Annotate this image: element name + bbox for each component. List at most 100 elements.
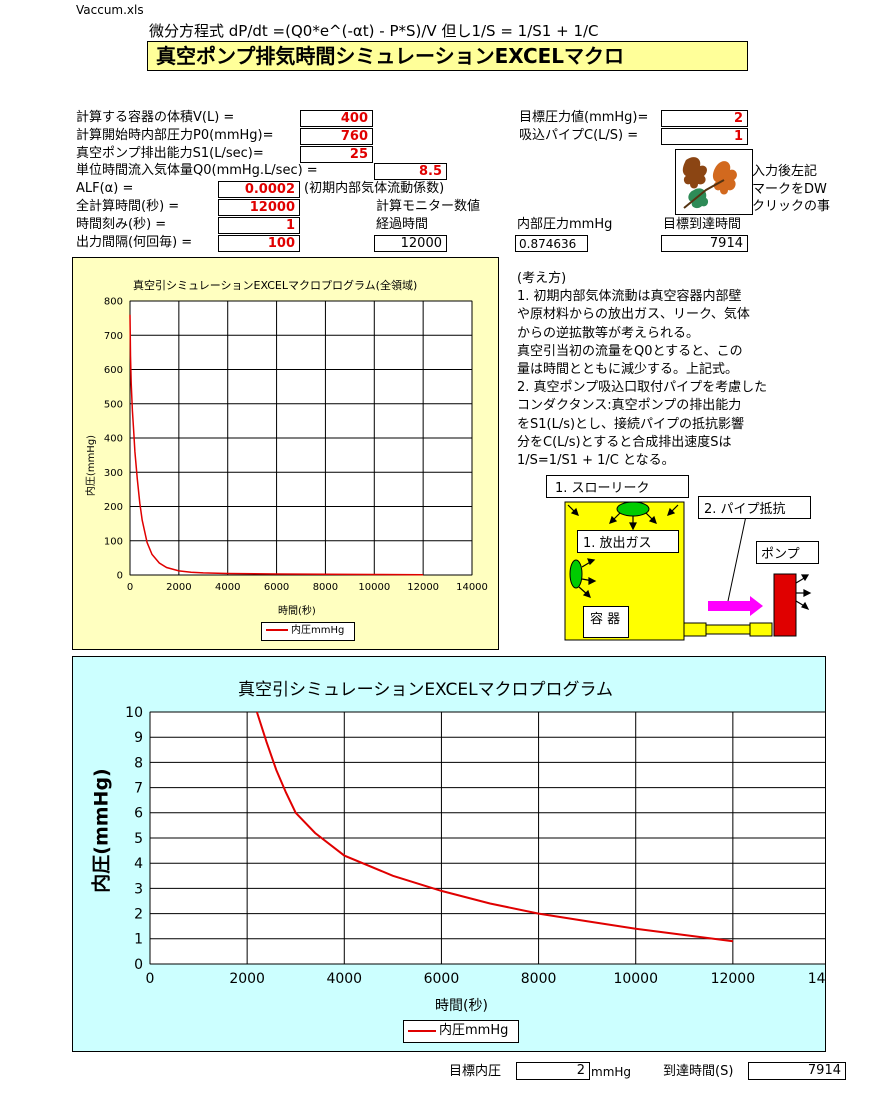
chart1-title: 真空引シミュレーションEXCELマクロプログラム(全領域)	[133, 279, 418, 292]
chart2-xlabel: 時間(秒)	[435, 998, 488, 1014]
diagram-pump-label: ポンプ	[756, 541, 819, 564]
notes-line: 2. 真空ポンプ吸込口取付パイプを考慮した	[517, 380, 768, 396]
footer-time-value: 7914	[748, 1062, 846, 1080]
chart2-y-tick-label: 10	[125, 705, 143, 721]
diagram-pipe-resistance-label: 2. パイプ抵抗	[698, 496, 811, 519]
chart1-y-tick-label: 700	[104, 331, 123, 342]
notes-line: や原材料からの放出ガス、リーク、気体	[517, 307, 750, 323]
param-label-pump-speed: 真空ポンプ排出能力S1(L/sec)=	[76, 146, 264, 161]
param-input-total-time[interactable]: 12000	[218, 199, 300, 216]
chart1-xlabel: 時間(秒)	[278, 606, 316, 617]
notes-line: からの逆拡散等が考えられる。	[517, 325, 700, 341]
chart2-x-tick-label: 0	[146, 971, 155, 987]
monitor-heading: 計算モニター数値	[376, 199, 481, 214]
param-label-initial-pressure: 計算開始時内部圧力P0(mmHg)=	[76, 128, 274, 143]
param-input-inflow[interactable]: 8.5	[374, 163, 447, 180]
chart-full-range-svg: 0 2000 4000 6000 8000 10000 12000 14000 0 100 200 3…	[104, 297, 488, 594]
notes-line: コンダクタンス:真空ポンプの排出能力	[517, 398, 742, 414]
param-label-volume: 計算する容器の体積V(L) =	[76, 110, 235, 125]
chart2-x-tick-label: 8000	[521, 971, 557, 987]
chart2-x-tick-label: 10000	[613, 971, 658, 987]
footer-time-label: 到達時間(S)	[663, 1064, 734, 1079]
chart2-y-tick-label: 1	[134, 932, 143, 948]
monitor-elapsed-value: 12000	[374, 235, 447, 252]
vacuum-diagram: 1. スローリーク 1. 放出ガス 2. パイプ抵抗 ポンプ 容 器	[540, 475, 880, 645]
chart2-y-tick-label: 8	[134, 755, 143, 771]
chart2-ylabel: 内圧(mmHg)	[90, 768, 113, 893]
formula: 微分方程式 dP/dt =(Q0*e^(-αt) - P*S)/V 但し1/S …	[149, 22, 599, 40]
param-input-target-pressure[interactable]: 2	[661, 110, 748, 127]
chart1-y-tick-label: 600	[104, 365, 123, 376]
monitor-pressure-label: 内部圧力mmHg	[517, 217, 613, 232]
chart2-y-tick-label: 4	[134, 856, 143, 872]
chart2-title: 真空引シミュレーションEXCELマクロプログラム	[238, 680, 614, 700]
chart1-y-tick-label: 0	[117, 571, 123, 582]
chart-zoomed: 0 2000 4000 6000 8000 10000 12000 14000 0 1 2 3 4 5 6 7…	[72, 656, 826, 1052]
notes-line: (考え方)	[517, 271, 567, 286]
chart1-y-tick-label: 300	[104, 468, 123, 479]
notes-line: をS1(L/s)とし、接続パイプの抵抗影響	[517, 416, 745, 432]
chart-zoomed-svg: 0 2000 4000 6000 8000 10000 12000 14000 0 1 2 3 4 5 6 7…	[125, 705, 825, 987]
diagram-outgas-label: 1. 放出ガス	[577, 530, 679, 553]
chart2-y-tick-label: 5	[134, 831, 143, 847]
instruction-line-3: クリックの事	[752, 199, 831, 214]
macro-run-button[interactable]	[675, 149, 753, 215]
chart1-y-tick-label: 500	[104, 399, 123, 410]
chart2-y-tick-label: 6	[134, 806, 143, 822]
param-input-volume[interactable]: 400	[300, 110, 373, 127]
footer-target-label: 目標内圧	[449, 1064, 502, 1079]
chart2-x-tick-label: 4000	[326, 971, 362, 987]
chart-full-range: 0 2000 4000 6000 8000 10000 12000 14000 0 100 200 3…	[72, 257, 499, 650]
chart1-x-tick-label: 8000	[313, 582, 338, 593]
param-input-output-interval[interactable]: 100	[218, 235, 300, 252]
chart1-y-tick-label: 100	[104, 536, 123, 547]
chart1-legend-swatch	[266, 629, 288, 631]
param-label-pipe-conductance: 吸込パイプC(L/S) =	[519, 128, 639, 143]
param-input-time-step[interactable]: 1	[218, 217, 300, 234]
param-label-alf: ALF(α) =	[76, 181, 134, 196]
file-name: Vaccum.xls	[76, 3, 144, 17]
chart1-y-tick-label: 200	[104, 502, 123, 513]
param-note-alf: (初期内部気体流動係数)	[304, 181, 445, 196]
vacuum-diagram-svg	[564, 501, 812, 641]
param-label-total-time: 全計算時間(秒) =	[76, 199, 180, 214]
chart1-x-tick-label: 10000	[358, 582, 390, 593]
chart2-x-tick-label: 14000	[808, 971, 825, 987]
chart2-y-tick-label: 0	[134, 957, 143, 973]
param-input-alf[interactable]: 0.0002	[218, 181, 300, 198]
notes-line: 真空引当初の流量をQ0とすると、この	[517, 343, 743, 359]
chart1-legend: 内圧mmHg	[261, 622, 355, 641]
param-input-pipe-conductance[interactable]: 1	[661, 128, 748, 145]
chart2-legend-label: 内圧mmHg	[439, 1023, 509, 1038]
chart1-x-tick-label: 14000	[456, 582, 488, 593]
param-input-initial-pressure[interactable]: 760	[300, 128, 373, 145]
chart2-x-tick-label: 12000	[711, 971, 756, 987]
monitor-target-label: 目標到達時間	[663, 217, 742, 232]
diagram-slow-leak-label: 1. スローリーク	[546, 475, 689, 498]
param-label-time-step: 時間刻み(秒) =	[76, 217, 167, 232]
oak-leaf-icon	[682, 157, 737, 209]
param-label-output-interval: 出力間隔(何回毎) =	[76, 235, 193, 250]
chart1-series-line	[129, 314, 424, 576]
param-label-target-pressure: 目標圧力値(mmHg)=	[519, 110, 649, 125]
chart1-x-tick-label: 6000	[264, 582, 289, 593]
chart2-y-tick-label: 3	[134, 881, 143, 897]
monitor-pressure-value: 0.874636	[515, 235, 588, 252]
chart2-y-tick-label: 2	[134, 907, 143, 923]
chart1-legend-label: 内圧mmHg	[291, 625, 345, 636]
chart1-x-tick-label: 2000	[166, 582, 191, 593]
param-input-pump-speed[interactable]: 25	[300, 146, 373, 163]
chart2-legend-swatch	[408, 1029, 436, 1032]
chart2-y-tick-label: 9	[134, 730, 143, 746]
footer-target-unit: mmHg	[591, 1065, 632, 1079]
param-label-inflow: 単位時間流入気体量Q0(mmHg.L/sec) =	[76, 163, 318, 178]
footer-target-value: 2	[516, 1062, 590, 1080]
chart1-ylabel: 内圧(mmHg)	[86, 434, 98, 497]
chart2-series-line	[255, 711, 734, 943]
notes-line: 量は時間とともに減少する。上記式。	[517, 362, 739, 377]
chart2-legend: 内圧mmHg	[403, 1020, 519, 1043]
chart2-x-tick-label: 2000	[229, 971, 265, 987]
notes-line: 1/S=1/S1 + 1/C となる。	[517, 453, 675, 468]
diagram-vessel-label: 容 器	[583, 606, 630, 638]
monitor-elapsed-label: 経過時間	[376, 217, 429, 232]
